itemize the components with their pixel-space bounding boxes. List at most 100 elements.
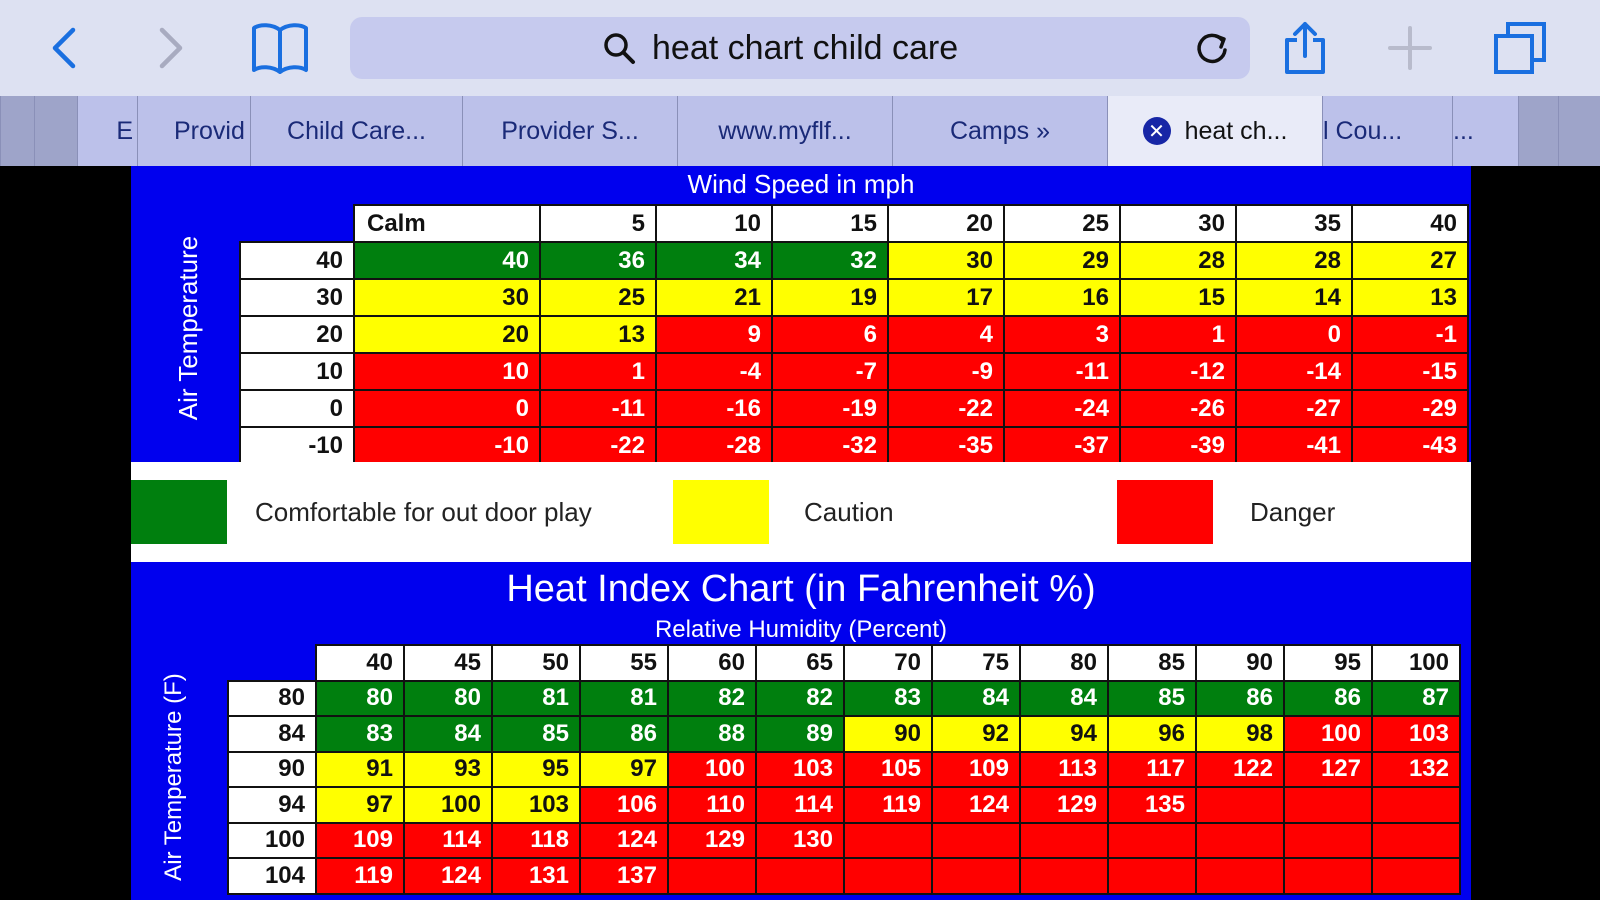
- tab-e[interactable]: E: [77, 96, 137, 166]
- close-tab-icon[interactable]: ✕: [1142, 117, 1171, 145]
- heat-index-cell: [931, 821, 1021, 859]
- heat-index-cell: 97: [315, 786, 405, 824]
- heat-index-cell: 84: [403, 715, 493, 753]
- humidity-header: 75: [931, 644, 1021, 682]
- table-corner: [228, 645, 316, 681]
- tab-council[interactable]: l Cou...: [1322, 96, 1452, 166]
- share-icon[interactable]: [1270, 0, 1340, 96]
- wind-chill-table: Calm 5 10 15 20 25 30 35 40 40 40 36 34 32 30 29 28 28 27 3…: [239, 204, 1469, 465]
- heat-index-cell: 114: [403, 821, 493, 859]
- heat-index-cell: [1195, 821, 1285, 859]
- wind-chill-cell: 32: [771, 241, 889, 280]
- tab-label: Child Care...: [287, 116, 426, 145]
- heat-index-cell: 122: [1195, 750, 1285, 788]
- wind-chill-cell: -19: [771, 389, 889, 428]
- tab-camps[interactable]: Camps »: [892, 96, 1107, 166]
- wind-speed-header: 40: [1351, 204, 1469, 243]
- heat-index-cell: 87: [1371, 679, 1461, 717]
- heat-index-cell: 85: [491, 715, 581, 753]
- heat-axis-label: Air Temperature (F): [160, 673, 187, 881]
- url-text[interactable]: heat chart child care: [652, 29, 959, 67]
- tab-label: Provider S...: [501, 116, 639, 145]
- wind-chill-cell: 25: [539, 278, 657, 317]
- heat-index-cell: [931, 857, 1021, 895]
- heat-index-cell: 109: [931, 750, 1021, 788]
- heat-index-cell: 93: [403, 750, 493, 788]
- tab-label: E: [116, 116, 133, 145]
- tab-myflf[interactable]: www.myflf...: [677, 96, 892, 166]
- reload-icon[interactable]: [1194, 30, 1230, 71]
- address-bar[interactable]: heat chart child care: [350, 17, 1250, 79]
- wind-chill-cell: 0: [1235, 315, 1353, 354]
- heat-index-cell: 80: [315, 679, 405, 717]
- back-icon[interactable]: [30, 0, 100, 96]
- heat-index-cell: 81: [579, 679, 669, 717]
- wind-chill-cell: 10: [353, 352, 541, 391]
- tab-heat-chart[interactable]: ✕ heat ch...: [1107, 96, 1322, 166]
- heat-index-cell: [1283, 857, 1373, 895]
- heat-index-cell: 84: [931, 679, 1021, 717]
- search-icon: [602, 31, 636, 70]
- wind-chill-cell: 40: [353, 241, 541, 280]
- heat-index-cell: [843, 821, 933, 859]
- tab-child-care[interactable]: Child Care...: [250, 96, 462, 166]
- wind-chill-cell: 29: [1003, 241, 1121, 280]
- bookmarks-icon[interactable]: [240, 0, 320, 96]
- wind-chill-cell: 9: [655, 315, 773, 354]
- page-content: Wind Speed in mph Air Temperature Calm 5 1…: [0, 166, 1600, 900]
- wind-chill-cell: -35: [887, 426, 1005, 465]
- heat-index-cell: 132: [1371, 750, 1461, 788]
- tab-provid[interactable]: Provid: [137, 96, 250, 166]
- heat-index-cell: [1019, 857, 1109, 895]
- heat-index-cell: 85: [1107, 679, 1197, 717]
- heat-index-cell: 103: [755, 750, 845, 788]
- air-temp-header: 80: [227, 679, 317, 717]
- forward-icon[interactable]: [135, 0, 205, 96]
- heat-index-cell: [843, 857, 933, 895]
- wind-chill-cell: -24: [1003, 389, 1121, 428]
- table-row: 90 91 93 95 97 100 103 105 109 113 117 122 127 132: [227, 750, 1461, 788]
- heat-index-cell: [1195, 786, 1285, 824]
- heat-index-cell: 94: [1019, 715, 1109, 753]
- heat-index-cell: 127: [1283, 750, 1373, 788]
- heat-index-cell: 118: [491, 821, 581, 859]
- wind-chill-cell: -27: [1235, 389, 1353, 428]
- heat-index-cell: 100: [403, 786, 493, 824]
- new-tab-icon[interactable]: [1375, 0, 1445, 96]
- wind-chill-cell: 28: [1235, 241, 1353, 280]
- heat-index-cell: 80: [403, 679, 493, 717]
- heat-index-cell: 97: [579, 750, 669, 788]
- legend-label-caution: Caution: [804, 497, 894, 527]
- table-row: 20 20 13 9 6 4 3 1 0 -1: [239, 315, 1469, 354]
- wind-chill-cell: -29: [1351, 389, 1469, 428]
- air-temp-header: 84: [227, 715, 317, 753]
- legend: Comfortable for out door play Caution Da…: [131, 462, 1471, 562]
- wind-chill-cell: -15: [1351, 352, 1469, 391]
- tab-edge: [34, 96, 77, 166]
- heat-index-table: 40 45 50 55 60 65 70 75 80 85 90 95 100 80 80 80 81 81 82 8…: [227, 644, 1461, 895]
- tab-overflow[interactable]: ...: [1452, 96, 1518, 166]
- heat-index-cell: 95: [491, 750, 581, 788]
- heat-index-cell: 83: [315, 715, 405, 753]
- heat-index-cell: 105: [843, 750, 933, 788]
- tabs-icon[interactable]: [1480, 0, 1560, 96]
- air-temp-header: 10: [239, 352, 355, 391]
- heat-index-cell: [1019, 821, 1109, 859]
- wind-speed-header: 15: [771, 204, 889, 243]
- tab-provider-s[interactable]: Provider S...: [462, 96, 677, 166]
- heat-index-cell: 86: [1195, 679, 1285, 717]
- heat-index-cell: 103: [491, 786, 581, 824]
- heat-index-cell: 82: [667, 679, 757, 717]
- humidity-header: 95: [1283, 644, 1373, 682]
- table-row: -10 -10 -22 -28 -32 -35 -37 -39 -41 -43: [239, 426, 1469, 465]
- heat-index-cell: 106: [579, 786, 669, 824]
- heat-index-cell: 131: [491, 857, 581, 895]
- heat-index-cell: 110: [667, 786, 757, 824]
- air-temp-header: 100: [227, 821, 317, 859]
- wind-chill-cell: 30: [353, 278, 541, 317]
- heat-index-cell: 81: [491, 679, 581, 717]
- heat-index-cell: 117: [1107, 750, 1197, 788]
- wind-chill-cell: -7: [771, 352, 889, 391]
- wind-chill-cell: 27: [1351, 241, 1469, 280]
- wind-chill-cell: 34: [655, 241, 773, 280]
